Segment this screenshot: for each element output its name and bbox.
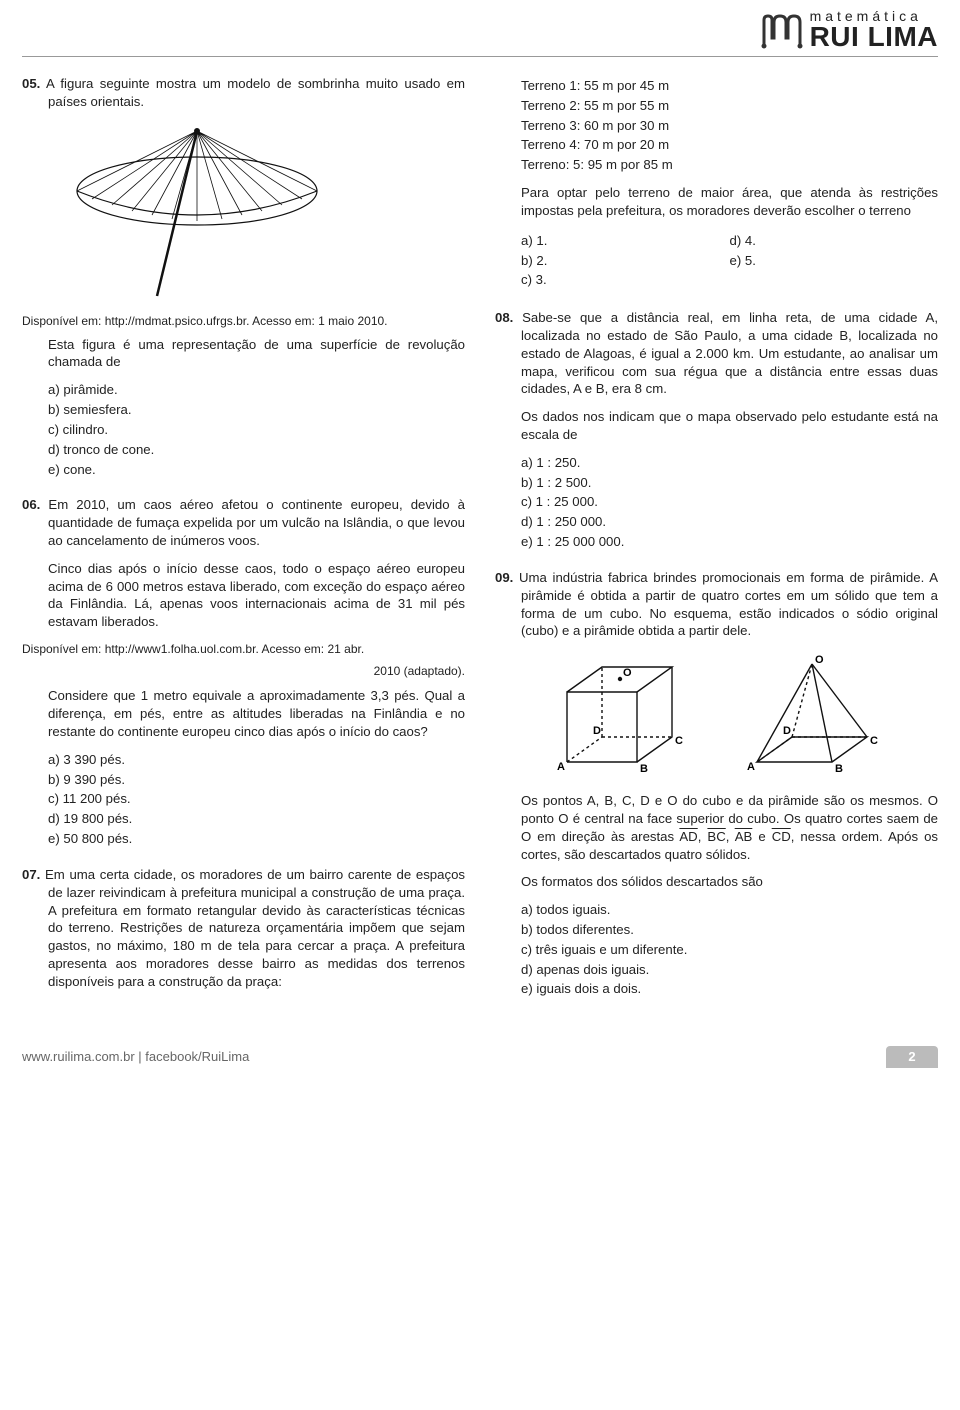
q07-opt-c: c) 3. — [521, 271, 730, 289]
svg-text:O: O — [815, 654, 824, 666]
q05-opt-a: a) pirâmide. — [48, 381, 465, 399]
svg-text:C: C — [675, 735, 683, 747]
q07-opt-a: a) 1. — [521, 232, 730, 250]
q08-opt-a: a) 1 : 250. — [521, 454, 938, 472]
q06-opt-c: c) 11 200 pés. — [48, 790, 465, 808]
right-column: Terreno 1: 55 m por 45 m Terreno 2: 55 m… — [495, 75, 938, 1016]
q08-opt-d: d) 1 : 250 000. — [521, 513, 938, 531]
m-icon — [760, 8, 804, 52]
svg-text:A: A — [747, 761, 755, 773]
left-column: 05. A figura seguinte mostra um modelo d… — [22, 75, 465, 1016]
q06-p3: Considere que 1 metro equivale a aproxim… — [48, 687, 465, 740]
q06-options: a) 3 390 pés. b) 9 390 pés. c) 11 200 pé… — [48, 751, 465, 848]
q05-text: 05. A figura seguinte mostra um modelo d… — [22, 75, 465, 111]
q06-opt-b: b) 9 390 pés. — [48, 771, 465, 789]
q08-num: 08. — [495, 310, 513, 325]
page-columns: 05. A figura seguinte mostra um modelo d… — [22, 75, 938, 1016]
svg-text:B: B — [640, 763, 648, 775]
q09-opt-c: c) três iguais e um diferente. — [521, 941, 938, 959]
q07-p1: 07. Em uma certa cidade, os moradores de… — [22, 866, 465, 991]
q05-opt-c: c) cilindro. — [48, 421, 465, 439]
q07-t1: Terreno 1: 55 m por 45 m — [521, 77, 938, 95]
q08-opt-e: e) 1 : 25 000 000. — [521, 533, 938, 551]
page-header: matemática RUI LIMA — [22, 0, 938, 54]
q08-p1: 08. Sabe-se que a distância real, em lin… — [495, 309, 938, 398]
q05-opt-b: b) semiesfera. — [48, 401, 465, 419]
question-07-cont: Terreno 1: 55 m por 45 m Terreno 2: 55 m… — [495, 77, 938, 291]
q09-options: a) todos iguais. b) todos diferentes. c)… — [521, 901, 938, 998]
q07-opt-e: e) 5. — [730, 252, 939, 270]
question-05: 05. A figura seguinte mostra um modelo d… — [22, 75, 465, 478]
q09-p2: Os pontos A, B, C, D e O do cubo e da pi… — [521, 792, 938, 863]
question-09: 09. Uma indústria fabrica brindes promoc… — [495, 569, 938, 998]
svg-text:B: B — [835, 763, 843, 775]
svg-text:C: C — [870, 735, 878, 747]
brand-bottom: RUI LIMA — [810, 23, 938, 51]
q09-opt-e: e) iguais dois a dois. — [521, 980, 938, 998]
question-08: 08. Sabe-se que a distância real, em lin… — [495, 309, 938, 551]
question-06: 06. Em 2010, um caos aéreo afetou o cont… — [22, 496, 465, 848]
q07-terrenos: Terreno 1: 55 m por 45 m Terreno 2: 55 m… — [521, 77, 938, 174]
footer-url: www.ruilima.com.br | facebook/RuiLima — [22, 1048, 249, 1066]
brand-text: matemática RUI LIMA — [810, 9, 938, 51]
q09-num: 09. — [495, 570, 513, 585]
svg-text:O: O — [623, 667, 632, 679]
q09-p3: Os formatos dos sólidos descartados são — [521, 873, 938, 891]
q07-opt-d: d) 4. — [730, 232, 939, 250]
q07-p2: Para optar pelo terreno de maior área, q… — [521, 184, 938, 220]
q09-opt-b: b) todos diferentes. — [521, 921, 938, 939]
cube-pyramid-image: O A B C D O — [495, 652, 938, 782]
seg-ad: AD — [679, 829, 697, 844]
seg-bc: BC — [707, 829, 725, 844]
q07-opt-b: b) 2. — [521, 252, 730, 270]
q06-src2: 2010 (adaptado). — [22, 663, 465, 679]
q07-options: a) 1. b) 2. c) 3. d) 4. e) 5. — [521, 230, 938, 291]
q06-num: 06. — [22, 497, 40, 512]
q07-t4: Terreno 4: 70 m por 20 m — [521, 136, 938, 154]
umbrella-image — [62, 121, 465, 306]
q08-p2: Os dados nos indicam que o mapa observad… — [521, 408, 938, 444]
q09-opt-a: a) todos iguais. — [521, 901, 938, 919]
q08-opt-c: c) 1 : 25 000. — [521, 493, 938, 511]
q07-t5: Terreno: 5: 95 m por 85 m — [521, 156, 938, 174]
q08-options: a) 1 : 250. b) 1 : 2 500. c) 1 : 25 000.… — [521, 454, 938, 551]
svg-text:A: A — [557, 761, 565, 773]
q06-opt-e: e) 50 800 pés. — [48, 830, 465, 848]
q09-p1: 09. Uma indústria fabrica brindes promoc… — [495, 569, 938, 640]
q05-opt-d: d) tronco de cone. — [48, 441, 465, 459]
q06-src1: Disponível em: http://www1.folha.uol.com… — [22, 641, 465, 657]
q07-t3: Terreno 3: 60 m por 30 m — [521, 117, 938, 135]
q05-opt-e: e) cone. — [48, 461, 465, 479]
q07-t2: Terreno 2: 55 m por 55 m — [521, 97, 938, 115]
q08-opt-b: b) 1 : 2 500. — [521, 474, 938, 492]
svg-text:D: D — [783, 725, 791, 737]
brand-logo: matemática RUI LIMA — [760, 8, 938, 52]
question-07: 07. Em uma certa cidade, os moradores de… — [22, 866, 465, 991]
seg-cd: CD — [772, 829, 791, 844]
q06-opt-d: d) 19 800 pés. — [48, 810, 465, 828]
q09-opt-d: d) apenas dois iguais. — [521, 961, 938, 979]
q05-source: Disponível em: http://mdmat.psico.ufrgs.… — [22, 313, 465, 329]
seg-ab: AB — [735, 829, 753, 844]
q05-num: 05. — [22, 76, 40, 91]
q05-prompt: Esta figura é uma representação de uma s… — [48, 336, 465, 372]
q05-options: a) pirâmide. b) semiesfera. c) cilindro.… — [48, 381, 465, 478]
q06-p2: Cinco dias após o início desse caos, tod… — [48, 560, 465, 631]
header-divider — [22, 56, 938, 57]
q06-p1: 06. Em 2010, um caos aéreo afetou o cont… — [22, 496, 465, 549]
svg-text:D: D — [593, 725, 601, 737]
q06-opt-a: a) 3 390 pés. — [48, 751, 465, 769]
page-number: 2 — [886, 1046, 938, 1068]
page-footer: www.ruilima.com.br | facebook/RuiLima 2 — [22, 1046, 938, 1068]
q07-num: 07. — [22, 867, 40, 882]
